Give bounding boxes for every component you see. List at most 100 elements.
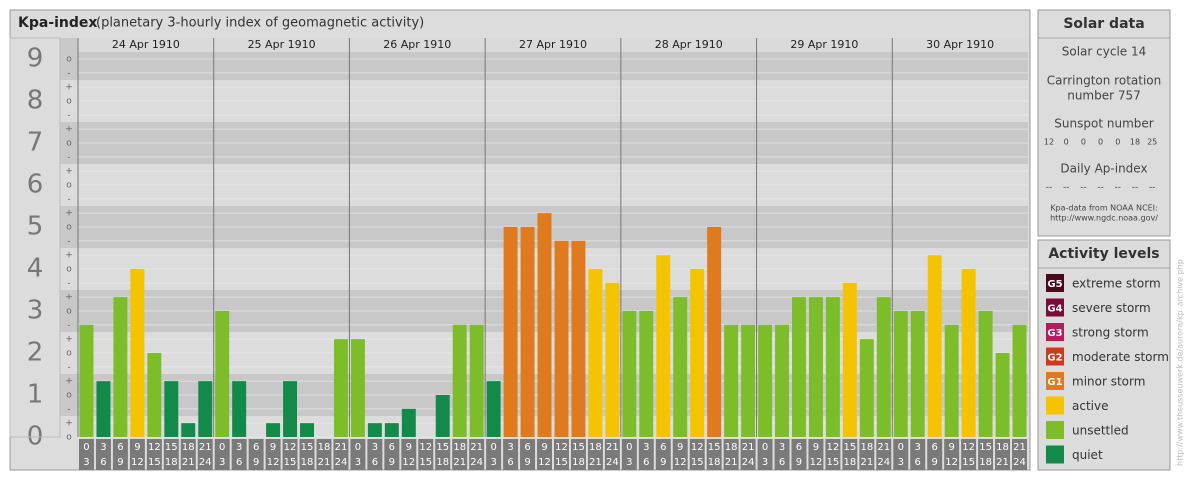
bar bbox=[368, 423, 382, 437]
x-tick-label: 12 bbox=[827, 442, 840, 453]
x-tick-label: 12 bbox=[402, 457, 415, 468]
x-tick-label: 3 bbox=[219, 457, 225, 468]
y-tick-label: 9 bbox=[27, 44, 44, 74]
x-tick-label: 21 bbox=[996, 457, 1009, 468]
bar bbox=[979, 311, 993, 437]
x-tick-label: 18 bbox=[453, 442, 466, 453]
x-tick-label: 15 bbox=[691, 457, 704, 468]
bar bbox=[487, 381, 501, 437]
x-tick-label: 21 bbox=[335, 442, 348, 453]
sunspot-value: 0 bbox=[1064, 138, 1069, 147]
x-tick-label: 9 bbox=[796, 457, 802, 468]
ap-value: -- bbox=[1132, 183, 1139, 193]
x-tick-label: 15 bbox=[165, 442, 178, 453]
x-tick-label: 21 bbox=[470, 442, 483, 453]
x-tick-label: 3 bbox=[83, 457, 89, 468]
level-label: quiet bbox=[1072, 448, 1103, 462]
x-tick-label: 6 bbox=[524, 442, 530, 453]
bar bbox=[453, 325, 467, 437]
x-tick-label: 24 bbox=[877, 457, 890, 468]
bar bbox=[673, 297, 687, 437]
x-tick-label: 6 bbox=[932, 442, 938, 453]
x-tick-label: 9 bbox=[813, 442, 819, 453]
bar bbox=[639, 311, 653, 437]
chart-subtitle: (planetary 3-hourly index of geomagnetic… bbox=[96, 16, 424, 31]
minor-tick-label: o bbox=[66, 307, 72, 317]
bar bbox=[758, 325, 772, 437]
minor-tick-label: o bbox=[66, 97, 72, 107]
bar bbox=[215, 311, 229, 437]
x-tick-label: 9 bbox=[270, 442, 276, 453]
x-tick-label: 6 bbox=[915, 457, 921, 468]
level-label: moderate storm bbox=[1072, 350, 1169, 364]
bar bbox=[605, 283, 619, 437]
x-tick-label: 3 bbox=[507, 442, 513, 453]
x-tick-label: 18 bbox=[301, 457, 314, 468]
x-tick-label: 3 bbox=[355, 457, 361, 468]
y-tick-label: 2 bbox=[27, 338, 44, 368]
x-tick-label: 21 bbox=[742, 442, 755, 453]
x-tick-label: 21 bbox=[318, 457, 331, 468]
x-tick-label: 12 bbox=[419, 442, 432, 453]
x-tick-label: 15 bbox=[148, 457, 161, 468]
bar bbox=[538, 213, 552, 437]
x-tick-label: 6 bbox=[796, 442, 802, 453]
ap-value: -- bbox=[1046, 183, 1053, 193]
x-tick-label: 3 bbox=[372, 442, 378, 453]
x-tick-label: 24 bbox=[335, 457, 348, 468]
y-tick-label: 1 bbox=[27, 380, 44, 410]
x-tick-label: 3 bbox=[100, 442, 106, 453]
x-tick-label: 9 bbox=[117, 457, 123, 468]
minor-tick-label: o bbox=[66, 55, 72, 65]
bar bbox=[809, 297, 823, 437]
bar bbox=[266, 423, 280, 437]
bar bbox=[894, 311, 908, 437]
bar bbox=[860, 339, 874, 437]
minor-tick-label: - bbox=[67, 320, 70, 330]
x-tick-label: 12 bbox=[674, 457, 687, 468]
x-tick-label: 18 bbox=[979, 457, 992, 468]
bar bbox=[622, 311, 636, 437]
bar bbox=[164, 381, 178, 437]
bar bbox=[113, 297, 127, 437]
minor-tick-label: - bbox=[67, 110, 70, 120]
bar bbox=[792, 297, 806, 437]
bar bbox=[521, 227, 535, 437]
x-tick-label: 15 bbox=[301, 442, 314, 453]
x-tick-label: 12 bbox=[945, 457, 958, 468]
x-tick-label: 24 bbox=[199, 457, 212, 468]
minor-tick-label: o bbox=[66, 139, 72, 149]
x-tick-label: 9 bbox=[524, 457, 530, 468]
minor-tick-label: o bbox=[66, 223, 72, 233]
y-tick-label: 4 bbox=[27, 254, 44, 284]
x-tick-label: 15 bbox=[708, 442, 721, 453]
x-tick-label: 6 bbox=[236, 457, 242, 468]
x-tick-label: 15 bbox=[844, 442, 857, 453]
bar bbox=[775, 325, 789, 437]
bar bbox=[843, 283, 857, 437]
y-tick-label: 5 bbox=[27, 212, 44, 242]
sunspot-value: 0 bbox=[1098, 138, 1103, 147]
x-tick-label: 18 bbox=[436, 457, 449, 468]
level-label: strong storm bbox=[1072, 326, 1149, 340]
y-tick-label: 7 bbox=[27, 128, 44, 158]
minor-tick-label: + bbox=[65, 83, 73, 93]
credit: http://www.theusseuwerk.de/aurora/kp_arc… bbox=[1176, 259, 1184, 466]
x-tick-label: 6 bbox=[117, 442, 123, 453]
minor-tick-label: + bbox=[65, 251, 73, 261]
level-label: severe storm bbox=[1072, 301, 1151, 315]
x-tick-label: 15 bbox=[436, 442, 449, 453]
x-tick-label: 9 bbox=[660, 457, 666, 468]
x-tick-label: 9 bbox=[389, 457, 395, 468]
y-tick-label: 6 bbox=[27, 170, 44, 200]
bar bbox=[147, 353, 161, 437]
date-label: 25 Apr 1910 bbox=[248, 38, 316, 51]
x-tick-label: 0 bbox=[898, 442, 904, 453]
bar bbox=[130, 269, 144, 437]
x-tick-label: 9 bbox=[253, 457, 259, 468]
x-tick-label: 15 bbox=[962, 457, 975, 468]
x-tick-label: 0 bbox=[626, 442, 632, 453]
bar bbox=[504, 227, 518, 437]
date-label: 29 Apr 1910 bbox=[790, 38, 858, 51]
x-tick-label: 15 bbox=[555, 457, 568, 468]
